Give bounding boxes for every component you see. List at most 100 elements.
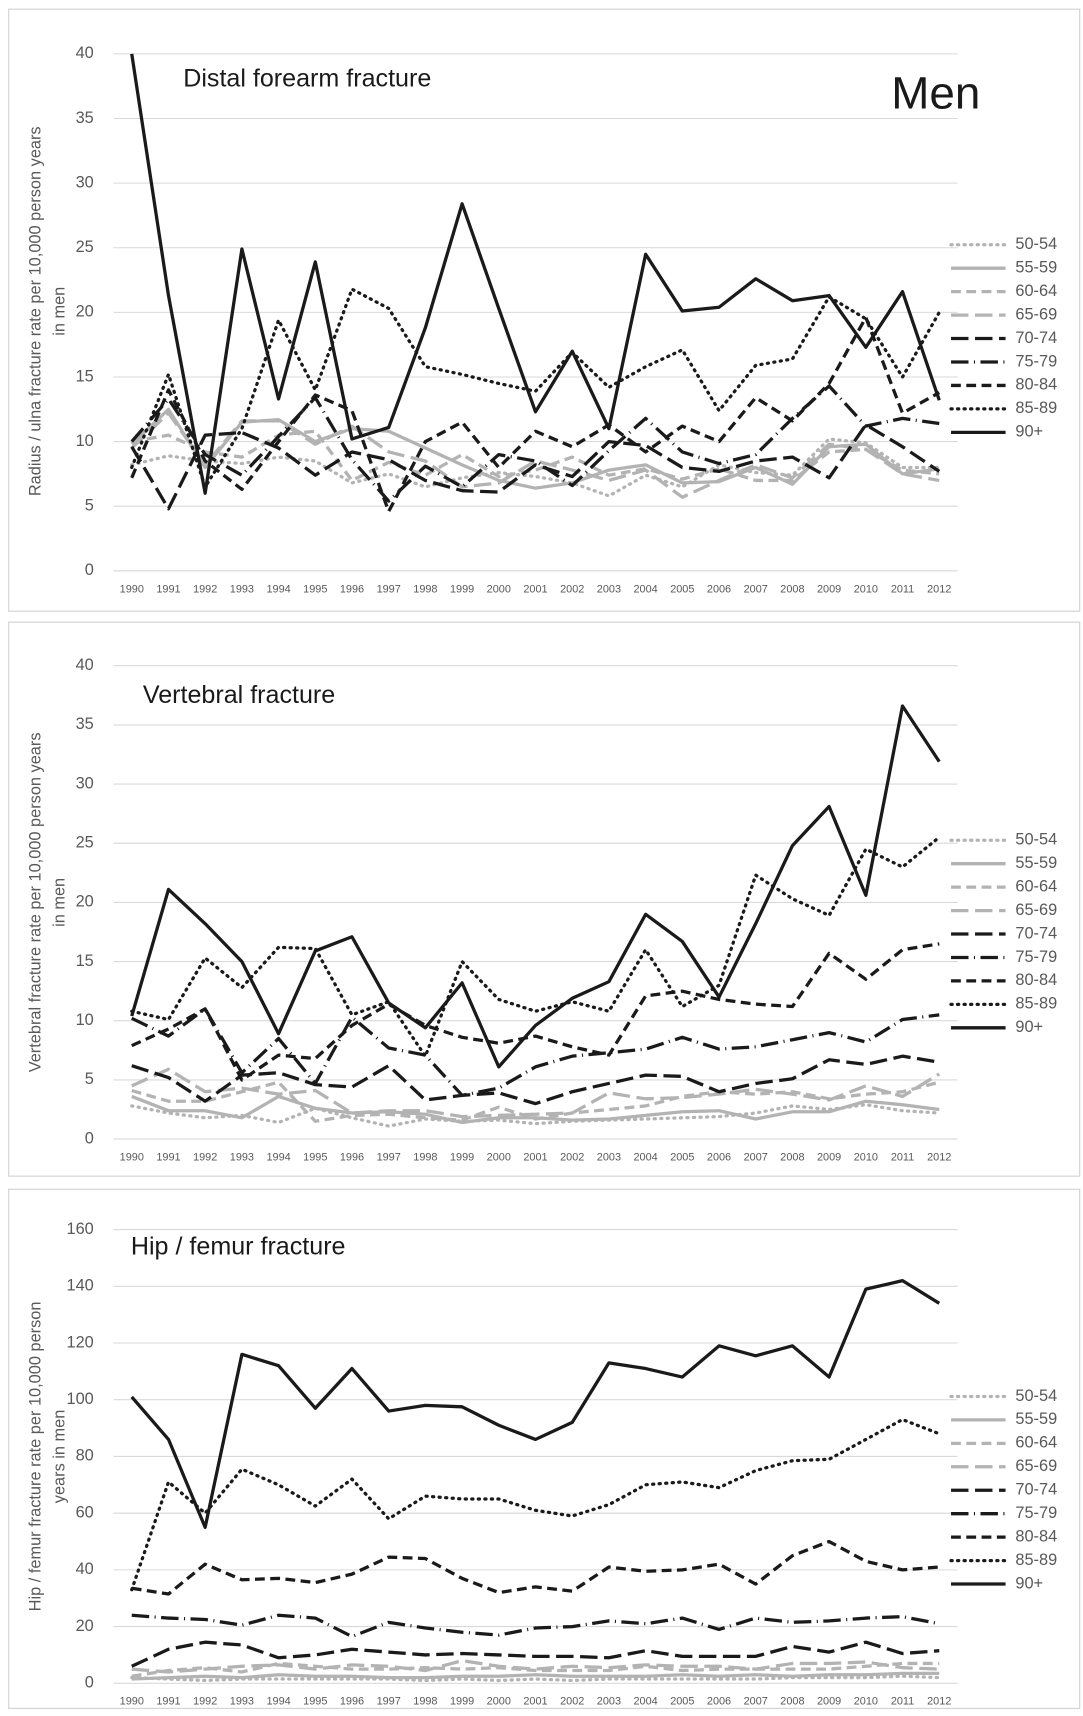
series-line — [130, 411, 940, 499]
y-tick-label: 10 — [76, 1011, 94, 1029]
chart-title: Distal forearm fracture — [183, 65, 431, 93]
x-tick-label: 1992 — [193, 583, 217, 595]
y-tick-label: 0 — [85, 1674, 94, 1692]
legend-label: 60-64 — [1015, 877, 1057, 895]
x-tick-label: 1993 — [230, 1696, 254, 1708]
y-tick-label: 20 — [76, 1617, 94, 1635]
y-tick-label: 5 — [85, 1070, 94, 1088]
x-tick-label: 1997 — [377, 583, 401, 595]
series-line — [131, 1067, 941, 1119]
x-tick-label: 1995 — [303, 1696, 327, 1708]
x-tick-label: 2011 — [891, 1696, 914, 1708]
y-axis-label: in men — [50, 287, 68, 336]
x-tick-label: 2012 — [927, 1696, 951, 1708]
legend-label: 70-74 — [1015, 329, 1057, 347]
x-tick-label: 2002 — [560, 1151, 584, 1163]
y-axis-label: Radius / ulna fracture rate per 10,000 p… — [26, 126, 44, 496]
x-tick-label: 1990 — [120, 1151, 144, 1163]
y-tick-label: 140 — [67, 1277, 94, 1295]
x-tick-label: 1990 — [120, 1696, 144, 1708]
x-tick-label: 1992 — [193, 1696, 217, 1708]
x-tick-label: 1998 — [413, 1696, 437, 1708]
x-tick-label: 2010 — [854, 583, 878, 595]
legend-label: 70-74 — [1015, 924, 1057, 942]
x-tick-label: 2009 — [817, 1696, 841, 1708]
x-tick-label: 2008 — [780, 583, 804, 595]
x-tick-label: 2000 — [487, 1696, 511, 1708]
legend-label: 65-69 — [1015, 1457, 1057, 1475]
y-tick-label: 30 — [76, 173, 94, 191]
x-tick-label: 1998 — [413, 583, 437, 595]
x-tick-label: 2009 — [817, 583, 841, 595]
y-tick-label: 160 — [67, 1220, 94, 1238]
x-tick-label: 2001 — [523, 583, 547, 595]
legend-label: 90+ — [1015, 1018, 1043, 1036]
x-tick-label: 1990 — [120, 583, 144, 595]
legend-label: 80-84 — [1015, 971, 1057, 989]
legend-label: 55-59 — [1015, 854, 1057, 872]
series-line — [131, 1539, 940, 1596]
series-line — [131, 1007, 940, 1097]
series-line — [130, 1417, 941, 1592]
y-axis-label: in men — [50, 878, 68, 927]
series-line — [131, 1613, 940, 1639]
series-line — [130, 384, 940, 503]
series-line — [130, 835, 941, 1058]
x-tick-label: 2011 — [891, 1151, 914, 1163]
chart-title: Vertebral fracture — [143, 681, 335, 709]
x-tick-label: 1997 — [377, 1696, 401, 1708]
chart-title: Hip / femur fracture — [131, 1233, 346, 1261]
y-tick-label: 20 — [76, 303, 94, 321]
x-tick-label: 2008 — [780, 1151, 804, 1163]
legend-label: 90+ — [1015, 1574, 1043, 1592]
x-tick-label: 2002 — [560, 583, 584, 595]
annotation: Men — [891, 68, 980, 119]
x-tick-label: 2007 — [744, 583, 768, 595]
series-line — [130, 287, 941, 489]
x-tick-label: 1993 — [230, 1151, 254, 1163]
legend-label: 80-84 — [1015, 1527, 1057, 1545]
legend-label: 60-64 — [1015, 282, 1057, 300]
x-tick-label: 1999 — [450, 583, 474, 595]
y-tick-label: 20 — [76, 893, 94, 911]
y-tick-label: 0 — [85, 561, 94, 579]
x-tick-label: 2003 — [597, 1151, 621, 1163]
x-tick-label: 1991 — [156, 1696, 180, 1708]
x-tick-label: 1993 — [230, 583, 254, 595]
x-tick-label: 2003 — [597, 583, 621, 595]
x-tick-label: 2000 — [487, 1151, 511, 1163]
legend-label: 85-89 — [1015, 399, 1057, 417]
legend-label: 80-84 — [1015, 376, 1057, 394]
x-tick-label: 2004 — [633, 1696, 657, 1708]
panel-border — [8, 8, 1081, 612]
series-line — [130, 423, 941, 511]
x-tick-label: 2001 — [523, 1696, 547, 1708]
x-tick-label: 1999 — [450, 1696, 474, 1708]
x-tick-label: 2000 — [487, 583, 511, 595]
y-axis-label: Vertebral fracture rate per 10,000 perso… — [26, 733, 44, 1073]
legend-label: 50-54 — [1015, 1387, 1057, 1405]
x-tick-label: 1999 — [450, 1151, 474, 1163]
x-tick-label: 1998 — [413, 1151, 437, 1163]
x-tick-label: 1997 — [377, 1151, 401, 1163]
legend-label: 90+ — [1015, 423, 1043, 441]
x-tick-label: 2005 — [670, 583, 694, 595]
y-tick-label: 80 — [76, 1447, 94, 1465]
legend-label: 60-64 — [1015, 1434, 1057, 1452]
series-line — [131, 1658, 940, 1674]
x-tick-label: 2001 — [523, 1151, 547, 1163]
y-tick-label: 5 — [85, 497, 94, 515]
series-line — [130, 1674, 941, 1683]
x-tick-label: 2006 — [707, 1696, 731, 1708]
x-tick-label: 2005 — [670, 1696, 694, 1708]
x-tick-label: 1992 — [193, 1151, 217, 1163]
x-tick-label: 2009 — [817, 1151, 841, 1163]
x-tick-label: 2004 — [633, 1151, 657, 1163]
series-line — [130, 53, 941, 495]
y-tick-label: 100 — [67, 1390, 94, 1408]
series-line — [130, 704, 941, 1069]
x-tick-label: 1991 — [156, 1151, 180, 1163]
x-tick-label: 2010 — [854, 1696, 878, 1708]
x-tick-label: 2008 — [780, 1696, 804, 1708]
